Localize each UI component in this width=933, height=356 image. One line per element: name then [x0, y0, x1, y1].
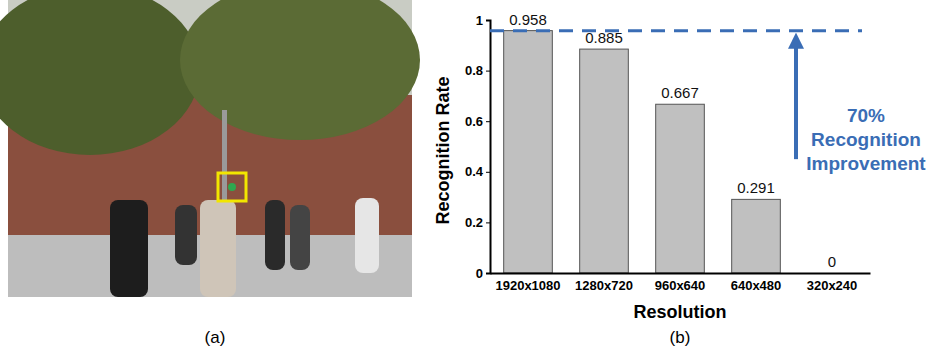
- bar: [580, 49, 629, 273]
- y-axis-title: Recognition Rate: [433, 76, 453, 224]
- photo-person: [110, 200, 148, 297]
- y-tick-mark: [486, 71, 490, 72]
- y-tick-label: 0.8: [465, 63, 483, 78]
- photo-tree: [0, 0, 200, 155]
- data-label: 0: [828, 253, 836, 270]
- traffic-light-box: [218, 173, 246, 201]
- y-tick-label: 0: [476, 266, 483, 281]
- x-tick-label: 1920x1080: [495, 278, 560, 293]
- annotation-text: Recognition: [811, 129, 921, 150]
- improvement-arrow: [794, 41, 798, 160]
- y-axis-line: [486, 21, 491, 274]
- y-tick-mark: [486, 273, 490, 274]
- photo-tree: [180, 0, 420, 140]
- y-tick-mark: [486, 172, 490, 173]
- y-axis: 0 0.2 0.4 0.6 0.8 1: [465, 13, 491, 281]
- photo-person: [290, 205, 310, 270]
- x-axis-title: Resolution: [634, 302, 727, 322]
- bar: [504, 31, 553, 273]
- data-label: 0.958: [509, 11, 547, 28]
- panel-label: (b): [670, 328, 691, 347]
- traffic-light: [228, 183, 236, 191]
- photo-panel: [0, 0, 420, 297]
- annotation-text: 70%: [847, 105, 885, 126]
- x-tick-label: 320x240: [807, 278, 858, 293]
- data-label: 0.667: [661, 84, 699, 101]
- x-axis: 1920x1080 1280x720 960x640 640x480 320x240: [491, 273, 871, 293]
- bar: [656, 104, 705, 273]
- y-tick-label: 1: [476, 13, 483, 28]
- reference-line: [490, 29, 862, 32]
- x-tick-label: 640x480: [731, 278, 782, 293]
- x-tick-label: 1280x720: [575, 278, 633, 293]
- y-tick: 0.4: [465, 164, 490, 179]
- bar: [732, 199, 781, 273]
- photo-person: [355, 198, 379, 273]
- y-tick: 0.2: [465, 215, 490, 230]
- photo-person: [175, 205, 197, 265]
- data-label: 0.291: [737, 179, 775, 196]
- y-tick: 0.6: [465, 114, 490, 129]
- y-tick-mark: [486, 121, 490, 122]
- bars: [504, 31, 781, 273]
- y-tick-label: 0.6: [465, 114, 483, 129]
- x-tick: 1280x720: [575, 273, 633, 293]
- y-tick-mark: [486, 222, 490, 223]
- annotation-text: Improvement: [806, 153, 926, 174]
- y-tick: 0: [476, 266, 490, 281]
- y-tick-label: 0.2: [465, 215, 483, 230]
- y-tick-label: 0.4: [465, 164, 484, 179]
- x-axis-line: [491, 273, 871, 275]
- y-tick: 1: [476, 13, 490, 28]
- photo-person: [265, 200, 285, 270]
- x-tick: 960x640: [655, 273, 706, 293]
- y-tick: 0.8: [465, 63, 490, 78]
- x-tick: 320x240: [807, 273, 858, 293]
- photo-person: [200, 200, 236, 297]
- x-tick: 1920x1080: [495, 273, 560, 293]
- panel-label: (a): [205, 328, 226, 347]
- x-tick-label: 960x640: [655, 278, 706, 293]
- x-tick: 640x480: [731, 273, 782, 293]
- y-tick-mark: [486, 20, 490, 21]
